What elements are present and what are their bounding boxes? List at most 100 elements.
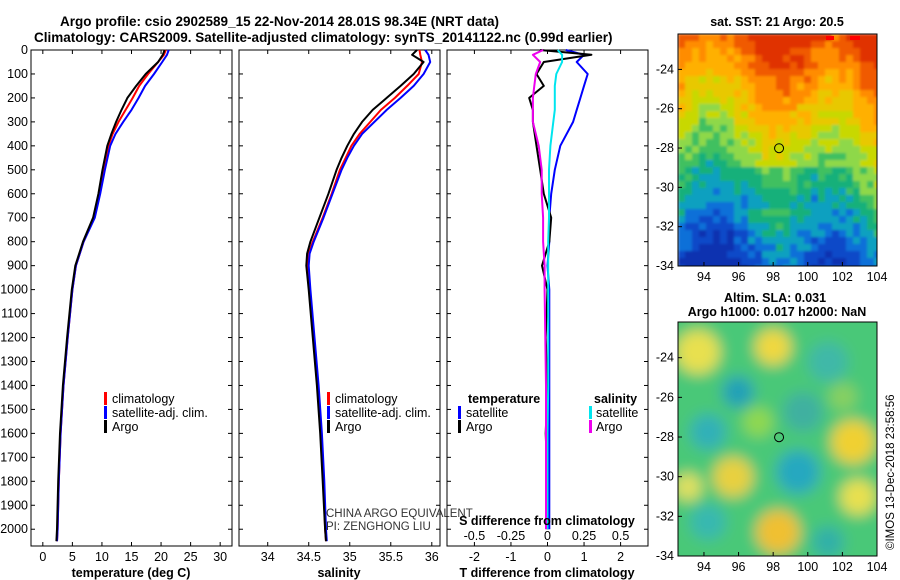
sst-cell [713,34,721,42]
sst-cell [783,41,791,49]
sst-cell [790,223,798,231]
sst-cell [804,34,812,42]
depth-tick-label: 1100 [1,307,28,321]
sst-cell [713,209,721,217]
sst-cell [762,195,770,203]
sst-cell [811,118,819,126]
sst-cell [825,244,833,252]
sst-cell [776,188,784,196]
sst-cell [804,216,812,224]
sst-cell [790,55,798,63]
sst-cell [804,55,812,63]
sst-cell [804,251,812,259]
sst-cell [790,104,798,112]
sst-cell [727,83,735,91]
sst-cell [839,230,847,238]
sst-cell [804,90,812,98]
sst-cell [748,167,756,175]
sst-cell [734,118,742,126]
temperature-axes-frame [30,49,233,547]
sst-cell [832,83,840,91]
sst-cell [713,251,721,259]
sst-cell [720,41,728,49]
series-line-argo [305,49,425,542]
sst-cell [832,146,840,154]
sst-cell [755,111,763,119]
sst-cell [713,132,721,140]
sst-cell [811,139,819,147]
sst-cell [692,76,700,84]
sst-cell [741,216,749,224]
sst-cell [783,90,791,98]
sst-cell [727,69,735,77]
sst-cell [811,174,819,182]
sst-cell [853,251,861,259]
sst-cell [804,244,812,252]
sst-cell [678,181,686,189]
map-x-tick-label: 104 [867,270,888,284]
sst-cell [790,195,798,203]
sst-cell [874,181,877,189]
sst-cell [776,181,784,189]
sst-cell [720,48,728,56]
sst-cell [846,244,854,252]
sst-cell [853,202,861,210]
sst-cell [804,139,812,147]
sst-cell [699,90,707,98]
sst-cell [706,209,714,217]
sst-cell [825,223,833,231]
legend-label-satellite: satellite-adj. clim. [335,406,431,420]
sst-cell [839,160,847,168]
sst-cell [755,104,763,112]
sst-cell [755,181,763,189]
sst-cell [762,237,770,245]
temperature-profiles [55,49,170,542]
sst-cell [769,76,777,84]
sst-cell [713,97,721,105]
sst-cell [741,118,749,126]
sst-cell [797,195,805,203]
sst-cell [776,139,784,147]
sst-cell [846,258,854,266]
sst-cell [713,188,721,196]
sst-cell [776,83,784,91]
sst-cell [699,62,707,70]
sst-cell [846,69,854,77]
sst-cell [713,125,721,133]
sst-cell [874,251,877,259]
sst-cell [748,41,756,49]
sst-cell [797,139,805,147]
sst-cell [734,195,742,203]
sst-cell [811,90,819,98]
sst-cell [720,76,728,84]
sst-cell [860,118,868,126]
pi-line2: PI: ZENGHONG LIU [326,521,431,533]
sst-cell [860,62,868,70]
sst-cell [839,104,847,112]
sst-cell [797,118,805,126]
sst-cell [685,160,693,168]
sst-cell [734,244,742,252]
sst-cell [713,174,721,182]
sst-cell [867,160,875,168]
sst-cell [678,55,686,63]
sst-cell [846,146,854,154]
sst-cell [762,209,770,217]
sst-cell [804,223,812,231]
sst-cell [811,167,819,175]
sst-cell [776,195,784,203]
sst-cell [797,90,805,98]
sst-cell [755,55,763,63]
sst-cell [860,125,868,133]
sst-cell [685,90,693,98]
sst-cell [769,97,777,105]
sst-cell [727,195,735,203]
sst-cell [776,55,784,63]
difference-legend: temperature satellite Argo salinity sate… [458,392,638,434]
sst-cell [846,202,854,210]
figure-title-line2: Climatology: CARS2009. Satellite-adjuste… [34,30,612,45]
sst-cell [776,160,784,168]
sst-cell [692,83,700,91]
sst-cell [846,104,854,112]
legend-title-salinity: salinity [594,392,637,406]
